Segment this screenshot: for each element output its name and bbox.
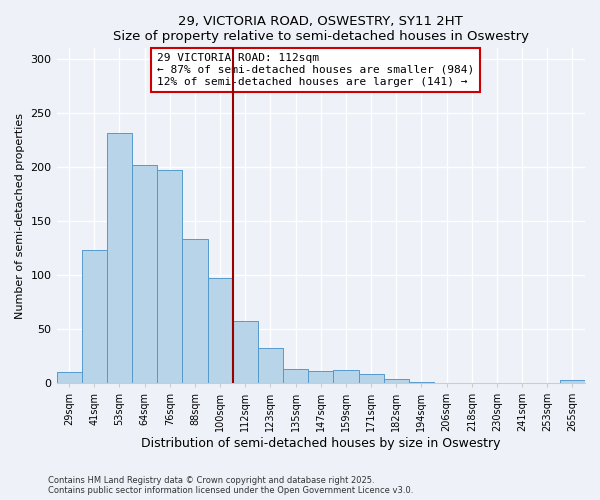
Bar [107,132,132,383]
X-axis label: Distribution of semi-detached houses by size in Oswestry: Distribution of semi-detached houses by … [141,437,500,450]
Bar [359,374,383,383]
Bar [258,348,283,383]
Text: 29 VICTORIA ROAD: 112sqm
← 87% of semi-detached houses are smaller (984)
12% of : 29 VICTORIA ROAD: 112sqm ← 87% of semi-d… [157,54,474,86]
Bar [132,165,157,383]
Bar [383,378,409,383]
Y-axis label: Number of semi-detached properties: Number of semi-detached properties [15,112,25,318]
Bar [56,372,82,383]
Bar [182,240,208,383]
Bar [233,322,258,383]
Bar [283,369,308,383]
Bar [157,170,182,383]
Bar [208,278,233,383]
Title: 29, VICTORIA ROAD, OSWESTRY, SY11 2HT
Size of property relative to semi-detached: 29, VICTORIA ROAD, OSWESTRY, SY11 2HT Si… [113,15,529,43]
Bar [409,382,434,383]
Bar [82,250,107,383]
Bar [308,371,334,383]
Bar [334,370,359,383]
Text: Contains HM Land Registry data © Crown copyright and database right 2025.
Contai: Contains HM Land Registry data © Crown c… [48,476,413,495]
Bar [560,380,585,383]
